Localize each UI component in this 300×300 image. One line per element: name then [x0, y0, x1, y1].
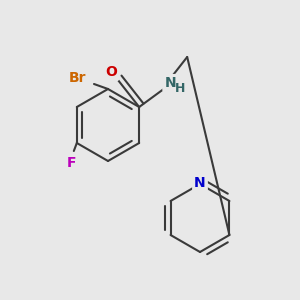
Text: F: F	[67, 156, 76, 170]
Text: H: H	[175, 82, 185, 95]
Text: N: N	[164, 76, 176, 90]
Text: N: N	[194, 176, 206, 190]
Text: O: O	[105, 65, 117, 79]
Text: Br: Br	[69, 71, 87, 85]
